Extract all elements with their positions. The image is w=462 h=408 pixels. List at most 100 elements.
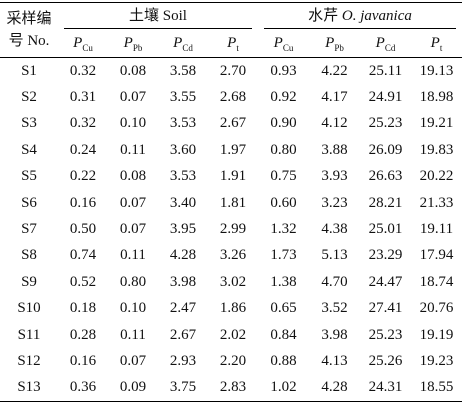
table-row: S13 0.36 0.09 3.75 2.83 1.02 4.28 24.31 18.55 <box>0 374 462 403</box>
cell: 19.19 <box>419 326 454 343</box>
cell: 3.53 <box>169 115 197 132</box>
cell: 24.91 <box>368 89 403 106</box>
id-header: 采样编号 No. <box>0 2 58 58</box>
column-header: PCd <box>360 30 411 58</box>
cell: 0.36 <box>58 374 108 403</box>
cell: 18.74 <box>419 273 454 290</box>
cell: 1.73 <box>270 247 297 264</box>
cell: 0.31 <box>69 89 97 106</box>
cell: 3.95 <box>169 221 197 238</box>
cell: 0.10 <box>119 300 147 317</box>
column-header: PPb <box>309 30 360 58</box>
cell: 3.60 <box>169 141 197 158</box>
cell: 4.70 <box>321 273 348 290</box>
plant-latin: O. javanica <box>341 8 412 24</box>
column-subscript: Pb <box>132 42 143 53</box>
cell: 2.68 <box>219 89 247 106</box>
sample-id: S4 <box>21 141 37 158</box>
cell: 0.75 <box>270 168 297 185</box>
cell: 21.33 <box>419 194 454 211</box>
cell: 0.80 <box>119 273 147 290</box>
cell: 2.83 <box>208 374 258 403</box>
cell: 0.07 <box>119 352 147 369</box>
cell: 25.26 <box>368 352 403 369</box>
cell: 17.94 <box>419 247 454 264</box>
column-header: PCu <box>258 30 309 58</box>
column-subscript: t <box>439 42 443 53</box>
sample-id: S6 <box>21 194 37 211</box>
group-header: 土壤 Soil <box>58 2 258 30</box>
sample-id: S3 <box>21 115 37 132</box>
cell: 4.12 <box>321 115 348 132</box>
sample-id: S8 <box>21 247 37 264</box>
cell: 0.80 <box>270 141 297 158</box>
cell: 3.58 <box>169 62 197 79</box>
soil-label: 土壤 Soil <box>64 4 252 29</box>
sample-id: S5 <box>21 168 37 185</box>
cell: 0.93 <box>270 62 297 79</box>
cell: 0.16 <box>69 352 97 369</box>
cell: 3.98 <box>169 273 197 290</box>
group-header: 水芹 O. javanica <box>258 2 462 30</box>
cell: 1.97 <box>219 141 247 158</box>
cell: 1.86 <box>219 300 247 317</box>
cell: 18.98 <box>419 89 454 106</box>
cell: 2.47 <box>169 300 197 317</box>
cell: 0.65 <box>270 300 297 317</box>
cell: 25.23 <box>368 326 403 343</box>
cell: 25.01 <box>368 221 403 238</box>
cell: 3.40 <box>169 194 197 211</box>
sample-id: S7 <box>21 221 37 238</box>
cell: 1.91 <box>219 168 247 185</box>
cell: 4.28 <box>169 247 197 264</box>
cell: 2.93 <box>169 352 197 369</box>
table-row: S11 0.28 0.11 2.67 2.02 0.84 3.98 25.23 19.19 <box>0 322 462 348</box>
cell: 0.24 <box>69 141 97 158</box>
cell: 0.09 <box>108 374 158 403</box>
cell: 2.67 <box>219 115 247 132</box>
cell: 0.50 <box>69 221 97 238</box>
plant-label: 水芹 <box>308 8 339 24</box>
table-row: S12 0.16 0.07 2.93 2.20 0.88 4.13 25.26 19.23 <box>0 348 462 374</box>
cell: 0.11 <box>120 141 146 158</box>
cell: 19.13 <box>419 62 454 79</box>
sample-id: S13 <box>0 374 58 403</box>
cell: 0.28 <box>69 326 97 343</box>
column-subscript: Cd <box>384 42 396 53</box>
sample-id: S9 <box>21 273 37 290</box>
cell: 24.47 <box>368 273 403 290</box>
cell: 3.98 <box>321 326 348 343</box>
cell: 1.02 <box>258 374 309 403</box>
cell: 3.55 <box>169 89 197 106</box>
cell: 2.67 <box>169 326 197 343</box>
cell: 23.29 <box>368 247 403 264</box>
cell: 3.93 <box>321 168 348 185</box>
cell: 19.11 <box>419 221 454 238</box>
cell: 24.31 <box>360 374 411 403</box>
column-header: PCu <box>58 30 108 58</box>
column-header: PCd <box>158 30 208 58</box>
cell: 18.55 <box>411 374 462 403</box>
cell: 0.92 <box>270 89 297 106</box>
cell: 4.28 <box>309 374 360 403</box>
column-header: Pt <box>208 30 258 58</box>
cell: 0.10 <box>119 115 147 132</box>
cell: 2.02 <box>219 326 247 343</box>
cell: 0.60 <box>270 194 297 211</box>
table-row: S1 0.32 0.08 3.58 2.70 0.93 4.22 25.11 19.13 <box>0 58 462 85</box>
cell: 0.90 <box>270 115 297 132</box>
cell: 25.11 <box>368 62 403 79</box>
cell: 20.76 <box>419 300 454 317</box>
cell: 4.13 <box>321 352 348 369</box>
sample-id: S2 <box>21 89 37 106</box>
cell: 3.52 <box>321 300 348 317</box>
cell: 0.84 <box>270 326 297 343</box>
cell: 0.11 <box>120 247 146 264</box>
sample-id: S11 <box>17 326 41 343</box>
table-row: S2 0.31 0.07 3.55 2.68 0.92 4.17 24.91 18.98 <box>0 84 462 110</box>
cell: 5.13 <box>321 247 348 264</box>
table-row: S8 0.74 0.11 4.28 3.26 1.73 5.13 23.29 17.94 <box>0 243 462 269</box>
cell: 3.23 <box>321 194 348 211</box>
column-header: PPb <box>108 30 158 58</box>
